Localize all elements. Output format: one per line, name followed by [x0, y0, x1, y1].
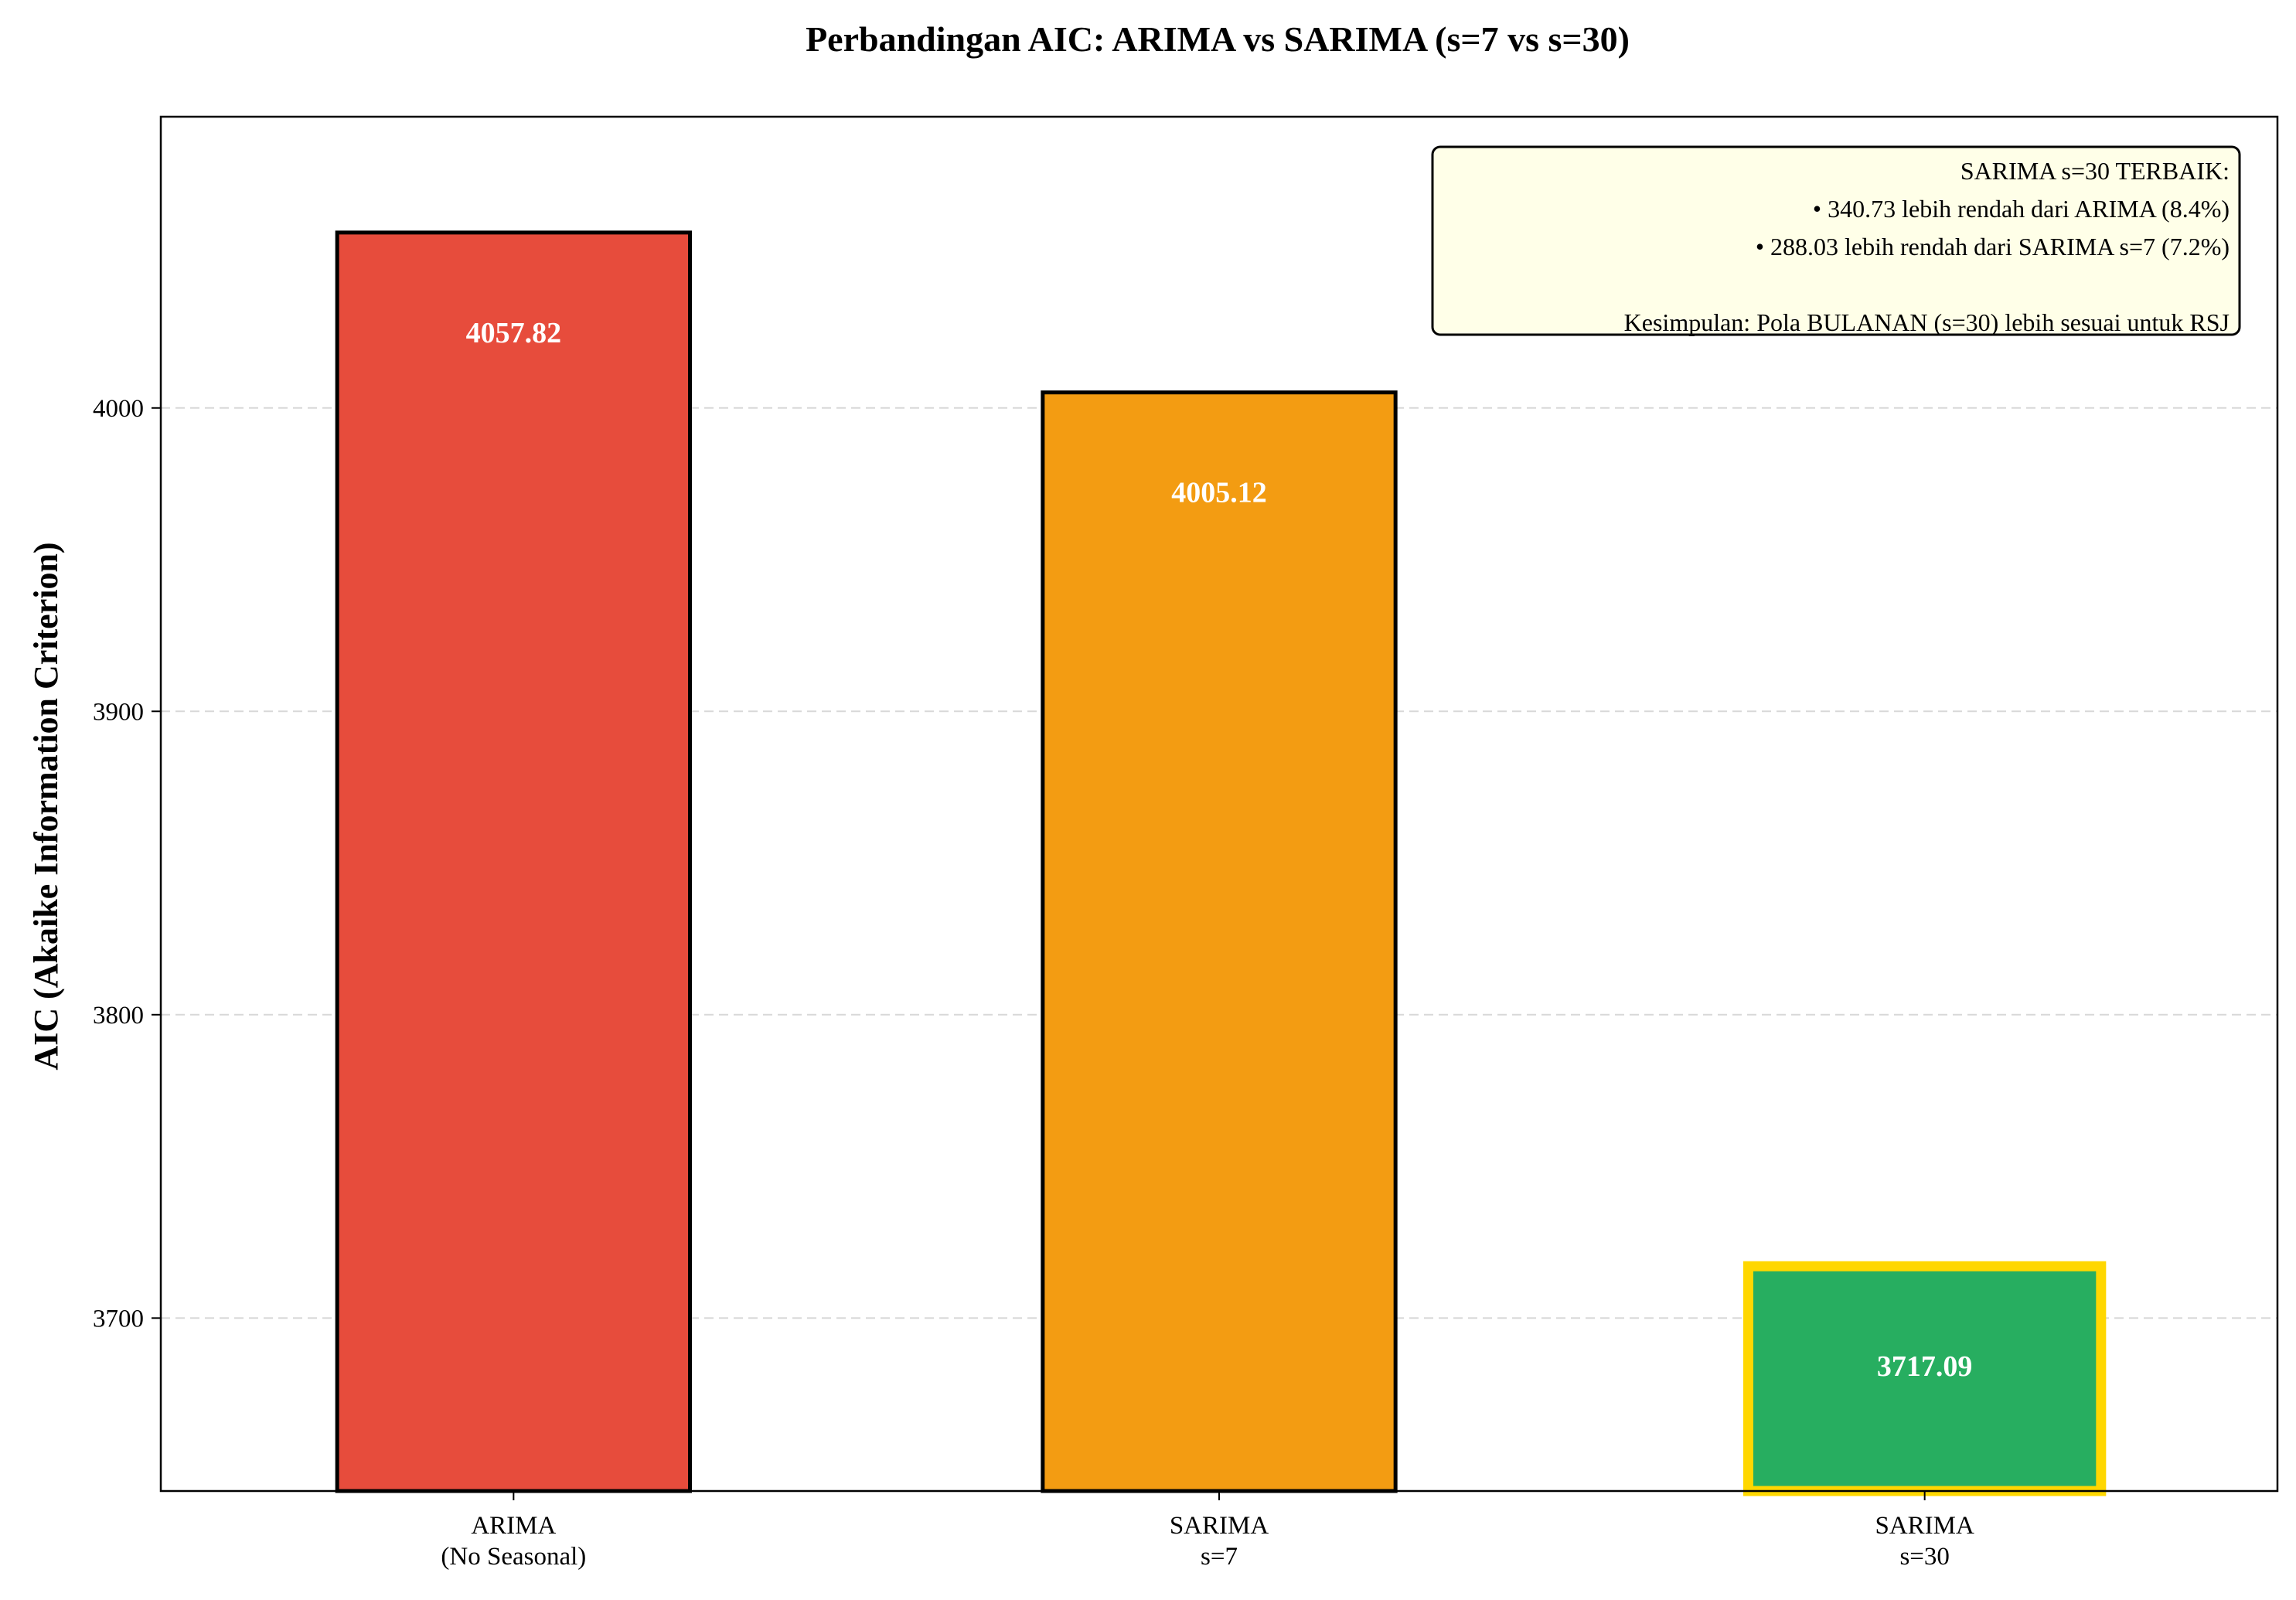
bar	[1041, 390, 1398, 1493]
annotation-line: • 288.03 lebih rendah dari SARIMA s=7 (7…	[1756, 233, 2230, 260]
y-tick-label: 4000	[93, 395, 144, 423]
x-ticks-group: ARIMA (No Seasonal) SARIMA s=7 SARIMA s=30	[441, 1491, 1974, 1571]
x-tick-label: ARIMA	[471, 1512, 556, 1540]
y-tick-label: 3900	[93, 698, 144, 726]
x-tick-label: (No Seasonal)	[441, 1543, 586, 1571]
bar-value-label: 3717.09	[1877, 1350, 1973, 1383]
y-tick-label: 3700	[93, 1305, 144, 1333]
bar	[1743, 1261, 2107, 1496]
annotation-line: SARIMA s=30 TERBAIK:	[1960, 157, 2230, 185]
annotation-line: Kesimpulan: Pola BULANAN (s=30) lebih se…	[1624, 308, 2230, 336]
y-ticks-group: 3700 3800 3900 4000	[93, 395, 161, 1333]
annotation-box: SARIMA s=30 TERBAIK: • 340.73 lebih renda…	[1431, 145, 2241, 336]
x-tick-label: s=7	[1201, 1543, 1238, 1571]
annotation-line: • 340.73 lebih rendah dari ARIMA (8.4%)	[1813, 195, 2230, 223]
bar-value-label: 4005.12	[1171, 477, 1267, 509]
bars-group: 4057.82 4005.12 3717.09	[335, 230, 2107, 1496]
x-tick-label: SARIMA	[1875, 1512, 1974, 1540]
x-tick-label: SARIMA	[1170, 1512, 1269, 1540]
annotation-background	[1431, 145, 2241, 336]
bar	[335, 230, 692, 1493]
chart-title: Perbandingan AIC: ARIMA vs SARIMA (s=7 v…	[806, 19, 1630, 59]
y-axis-label: AIC (Akaike Information Criterion)	[27, 542, 65, 1070]
x-tick-label: s=30	[1899, 1543, 1949, 1571]
bar-value-label: 4057.82	[466, 317, 562, 349]
plot-frame	[159, 115, 2279, 1493]
y-tick-label: 3800	[93, 1002, 144, 1030]
